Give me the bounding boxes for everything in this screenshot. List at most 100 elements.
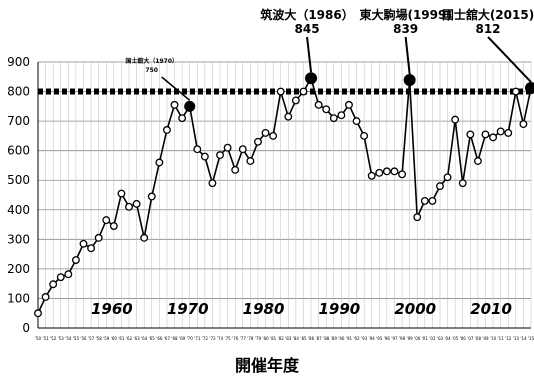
data-point (140, 233, 149, 242)
x-tick-label: '74 (217, 336, 224, 341)
data-point (147, 192, 156, 201)
data-point (337, 111, 346, 120)
x-tick-label: '50 (35, 336, 42, 341)
x-tick-label: '63 (133, 336, 140, 341)
x-tick-label: '78 (247, 336, 254, 341)
y-tick-label: 700 (7, 114, 30, 128)
data-point (390, 167, 399, 176)
decade-label: 1960 (91, 300, 133, 318)
x-tick-label: '52 (50, 336, 57, 341)
data-point (231, 165, 240, 174)
x-tick-label: '71 (194, 336, 201, 341)
x-tick-label: '13 (513, 336, 520, 341)
data-point (117, 189, 126, 198)
x-tick-label: '97 (391, 336, 398, 341)
data-point (352, 117, 361, 126)
highlight-point (403, 74, 416, 87)
x-tick-label: '83 (285, 336, 292, 341)
x-tick-label: '10 (490, 336, 497, 341)
x-tick-label: '77 (240, 336, 247, 341)
x-tick-label: '02 (429, 336, 436, 341)
data-point (64, 270, 73, 279)
callout-arrow (487, 36, 532, 83)
x-tick-label: '69 (179, 336, 186, 341)
data-point (329, 114, 338, 123)
data-point (208, 179, 217, 188)
x-tick-label: '67 (164, 336, 171, 341)
x-tick-label: '81 (270, 336, 277, 341)
data-point (322, 105, 331, 114)
data-point (511, 87, 520, 96)
data-point (420, 196, 429, 205)
x-tick-label: '03 (437, 336, 444, 341)
x-tick-label: '05 (452, 336, 459, 341)
x-tick-label: '75 (225, 336, 232, 341)
data-point (382, 167, 391, 176)
highlight-name: 筑波大（1986） (260, 7, 353, 22)
y-tick-label: 500 (7, 173, 30, 187)
data-point (193, 145, 202, 154)
data-point (489, 133, 498, 142)
x-tick-label: '53 (58, 336, 65, 341)
data-point (162, 126, 171, 134)
x-tick-label: '73 (209, 336, 216, 341)
callout-arrow (404, 36, 411, 75)
y-tick-label: 900 (7, 55, 30, 69)
x-tick-label: '64 (141, 336, 148, 341)
data-point (178, 114, 187, 123)
x-tick-label: '60 (111, 336, 118, 341)
data-point (375, 168, 384, 177)
x-tick-label: '59 (103, 336, 110, 341)
data-point (34, 309, 42, 318)
x-tick-label: '82 (278, 336, 285, 341)
data-point (466, 130, 475, 139)
data-point (125, 202, 133, 211)
data-point (170, 100, 179, 109)
x-tick-label: '15 (528, 336, 534, 341)
x-tick-label: '90 (338, 336, 345, 341)
x-tick-label: '57 (88, 336, 95, 341)
decade-label: 1990 (319, 300, 361, 318)
data-point (109, 222, 118, 230)
y-tick-label: 600 (7, 144, 30, 158)
x-tick-label: '86 (308, 336, 315, 341)
data-point (87, 244, 96, 253)
highlight-value: 812 (475, 22, 500, 36)
data-point (284, 112, 293, 121)
y-tick-label: 800 (7, 85, 30, 99)
data-point (496, 127, 505, 136)
highlight-value: 839 (393, 22, 418, 36)
data-point (79, 239, 88, 248)
y-tick-label: 200 (7, 262, 30, 276)
x-tick-label: '98 (399, 336, 406, 341)
data-point (436, 182, 444, 191)
data-point (299, 87, 308, 96)
x-tick-label: '55 (73, 336, 80, 341)
callout-arrow (306, 36, 313, 73)
x-tick-label: '99 (407, 336, 414, 341)
x-tick-label: '80 (262, 336, 269, 341)
x-tick-label: '65 (149, 336, 156, 341)
data-point (223, 143, 232, 152)
x-tick-label: '51 (42, 336, 49, 341)
y-tick-label: 400 (7, 203, 30, 217)
x-tick-label: '06 (460, 336, 467, 341)
data-point (443, 173, 452, 182)
data-point (261, 128, 270, 137)
data-point (56, 273, 65, 282)
x-tick-label: '54 (65, 336, 72, 341)
x-tick-label: '62 (126, 336, 133, 341)
data-point (254, 137, 262, 146)
x-tick-label: '93 (361, 336, 368, 341)
x-tick-label: '04 (444, 336, 451, 341)
data-point (367, 171, 376, 180)
data-point (71, 256, 80, 264)
y-tick-label: 300 (7, 232, 30, 246)
highlight-name: 東大駒場(1999) (359, 7, 451, 22)
x-tick-label: '89 (331, 336, 338, 341)
data-point (216, 151, 224, 160)
highlight-point (305, 72, 318, 85)
x-tick-label: '66 (156, 336, 163, 341)
x-tick-label: '00 (414, 336, 421, 341)
x-tick-label: '09 (482, 336, 489, 341)
